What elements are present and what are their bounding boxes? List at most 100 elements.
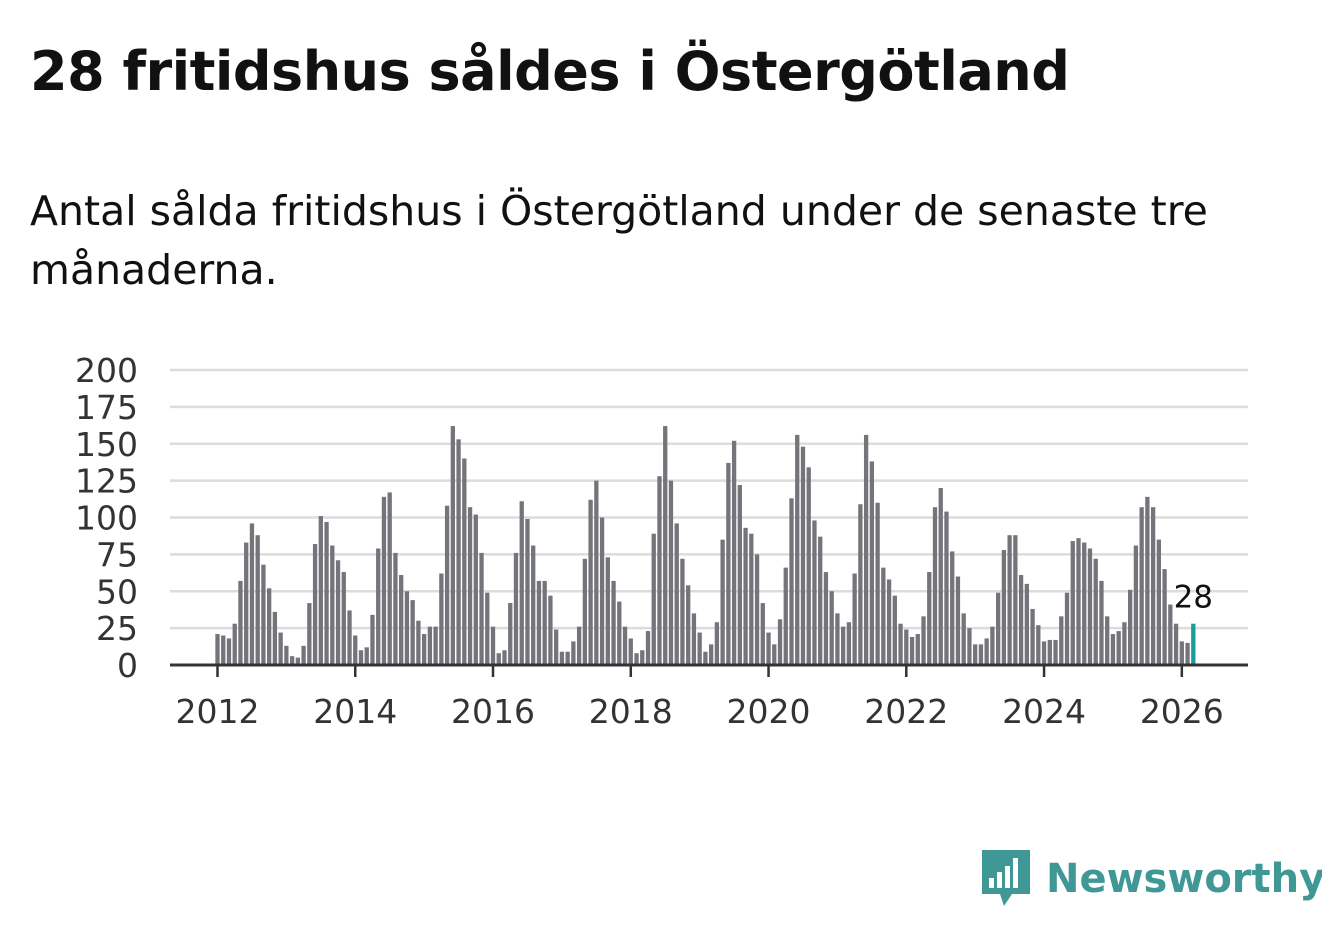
bar xyxy=(1179,641,1184,665)
bar xyxy=(703,651,708,665)
bar xyxy=(238,580,243,665)
bar xyxy=(1145,496,1150,665)
bar xyxy=(456,439,461,665)
bar xyxy=(1001,549,1007,665)
x-tick-label: 2018 xyxy=(589,692,673,731)
bar xyxy=(1064,592,1070,665)
bar xyxy=(502,650,507,665)
bar xyxy=(909,636,915,665)
data-label: 28 xyxy=(1174,580,1213,616)
bar xyxy=(496,653,501,665)
bar xyxy=(226,638,232,665)
bar xyxy=(301,645,306,665)
bar xyxy=(490,626,496,665)
bar xyxy=(984,638,989,665)
bar xyxy=(1024,583,1029,665)
bar xyxy=(835,613,840,665)
chart-subtitle: Antal sålda fritidshus i Östergötland un… xyxy=(30,187,1208,295)
bar xyxy=(479,552,484,665)
bar xyxy=(1070,541,1075,665)
bar xyxy=(863,434,869,665)
bar xyxy=(668,480,674,665)
x-tick-label: 2012 xyxy=(176,692,260,731)
bar xyxy=(1150,507,1156,665)
bar xyxy=(823,572,829,665)
bar xyxy=(381,496,387,665)
bar xyxy=(393,552,398,665)
bar xyxy=(513,552,519,665)
y-tick-label: 0 xyxy=(117,646,138,685)
bar xyxy=(995,592,1001,665)
bar xyxy=(720,539,725,665)
bar xyxy=(249,523,255,665)
chart-title: 28 fritidshus såldes i Östergötland xyxy=(30,40,1070,103)
bar xyxy=(548,595,553,665)
bar xyxy=(341,572,346,665)
bar xyxy=(335,560,341,665)
bar xyxy=(818,536,823,665)
bar xyxy=(284,645,289,665)
bar xyxy=(800,446,806,665)
bar xyxy=(1116,631,1121,665)
bar xyxy=(904,629,909,665)
bar xyxy=(588,499,593,665)
bar xyxy=(525,518,530,665)
bar xyxy=(324,521,329,665)
bar xyxy=(387,492,392,665)
bar xyxy=(1156,539,1162,665)
bar xyxy=(749,533,754,665)
bar xyxy=(1122,622,1127,665)
bar xyxy=(892,595,897,665)
bar xyxy=(680,558,685,665)
bar xyxy=(651,533,656,665)
bar xyxy=(565,651,570,665)
y-tick-label: 200 xyxy=(75,351,138,390)
bar xyxy=(812,520,817,665)
bar xyxy=(708,644,714,665)
bar xyxy=(1128,589,1133,665)
bar xyxy=(244,542,249,665)
bar xyxy=(743,527,748,665)
bar xyxy=(404,591,410,665)
bar xyxy=(353,635,358,665)
y-tick-label: 25 xyxy=(96,609,138,648)
bar xyxy=(714,622,720,665)
bar xyxy=(278,632,283,665)
bar xyxy=(961,613,966,665)
bar xyxy=(1047,639,1052,665)
bar xyxy=(267,588,272,665)
bar xyxy=(542,580,547,665)
bar xyxy=(841,626,846,665)
brand-name: Newsworthy xyxy=(1046,856,1322,902)
bar xyxy=(663,426,668,665)
bar xyxy=(1059,616,1064,665)
bar xyxy=(462,458,467,665)
x-tick-label: 2016 xyxy=(451,692,535,731)
bar xyxy=(347,610,352,665)
bar xyxy=(427,626,433,665)
bar xyxy=(886,579,892,665)
bar xyxy=(967,628,972,665)
bar xyxy=(829,591,834,665)
bar xyxy=(272,611,278,665)
bar xyxy=(1076,538,1081,665)
bar xyxy=(1030,608,1035,665)
bar xyxy=(554,629,559,665)
bar xyxy=(938,488,943,665)
bar xyxy=(973,644,978,665)
bar xyxy=(760,603,765,665)
bar xyxy=(215,634,220,665)
bar xyxy=(726,462,731,665)
bar xyxy=(1053,639,1058,665)
bar xyxy=(289,656,295,665)
bar xyxy=(1013,535,1018,665)
bar xyxy=(439,573,444,665)
bar xyxy=(358,650,364,665)
bar xyxy=(691,613,697,665)
bar-highlight xyxy=(1191,623,1196,665)
bar xyxy=(330,545,335,665)
bar xyxy=(852,573,857,665)
bar xyxy=(737,485,742,665)
bar xyxy=(686,585,691,665)
